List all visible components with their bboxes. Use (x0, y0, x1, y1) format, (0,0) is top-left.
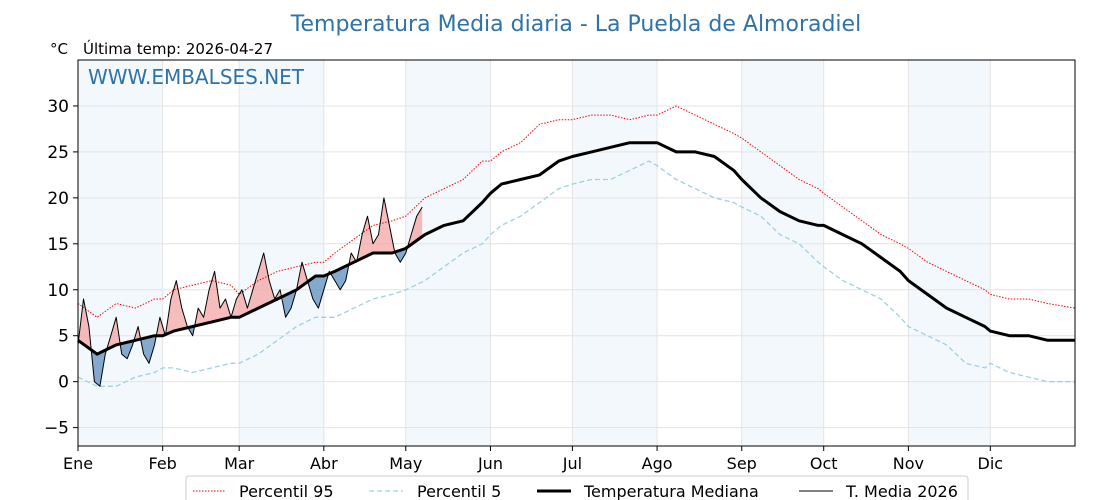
y-tick-label: 5 (58, 327, 69, 347)
y-tick-label: 0 (58, 373, 69, 393)
y-tick-label: 30 (47, 97, 69, 117)
x-tick-label: Jul (562, 454, 582, 473)
x-axis: Ene Feb Mar Abr May Jun Jul Ago Sep Oct Nov Dic (63, 446, 1003, 473)
percentile-95-line (77, 105, 1076, 318)
legend: Percentil 95 Percentil 5 Temperatura Med… (185, 475, 969, 500)
legend-label-median: Temperatura Mediana (583, 482, 759, 500)
y-tick-label: 15 (47, 235, 69, 255)
median-line (77, 141, 1075, 356)
cold-anomaly-area (282, 289, 297, 318)
x-tick-label: Feb (149, 454, 177, 473)
month-band (405, 60, 491, 446)
month-band (78, 60, 163, 446)
month-band (572, 60, 658, 446)
x-tick-label: May (389, 454, 422, 473)
x-tick-label: Jun (477, 454, 503, 473)
x-tick-label: Ene (63, 454, 93, 473)
legend-label-2026: T. Media 2026 (845, 482, 958, 500)
warm-anomaly-area (195, 253, 283, 326)
x-tick-label: Nov (893, 454, 924, 473)
x-tick-label: Mar (224, 454, 255, 473)
month-bands (78, 60, 991, 446)
unit-label: °C (50, 40, 68, 58)
warm-anomaly-area (357, 197, 395, 261)
current-year-line (77, 197, 423, 387)
percentile-5-line (77, 160, 1075, 387)
month-band (239, 60, 324, 446)
y-axis: −5 0 5 10 15 20 25 30 (44, 97, 78, 439)
warm-anomaly-area (166, 280, 189, 334)
y-tick-label: −5 (44, 419, 69, 439)
x-tick-label: Sep (727, 454, 757, 473)
x-tick-label: Dic (978, 454, 1004, 473)
cold-anomaly-area (308, 273, 330, 309)
legend-box (185, 475, 969, 500)
y-tick-label: 10 (47, 281, 69, 301)
y-tick-label: 25 (47, 143, 69, 163)
month-band (741, 60, 824, 446)
y-tick-label: 20 (47, 189, 69, 209)
watermark: WWW.EMBALSES.NET (88, 65, 305, 89)
warm-anomaly-area (133, 326, 141, 341)
chart-title: Temperatura Media diaria - La Puebla de … (290, 12, 861, 37)
cold-anomaly-area (330, 264, 350, 290)
warm-anomaly-area (408, 207, 423, 247)
x-tick-label: Ago (642, 454, 673, 473)
x-tick-label: Oct (810, 454, 838, 473)
x-tick-label: Abr (310, 454, 338, 473)
legend-label-p95: Percentil 95 (239, 482, 334, 500)
cold-anomaly-area (120, 340, 134, 359)
cold-anomaly-area (91, 349, 107, 387)
series-lines (77, 105, 1076, 387)
legend-label-p5: Percentil 5 (417, 482, 501, 500)
month-band (908, 60, 991, 446)
plot-frame (77, 59, 1076, 447)
last-temp-label: Última temp: 2026-04-27 (83, 39, 273, 58)
